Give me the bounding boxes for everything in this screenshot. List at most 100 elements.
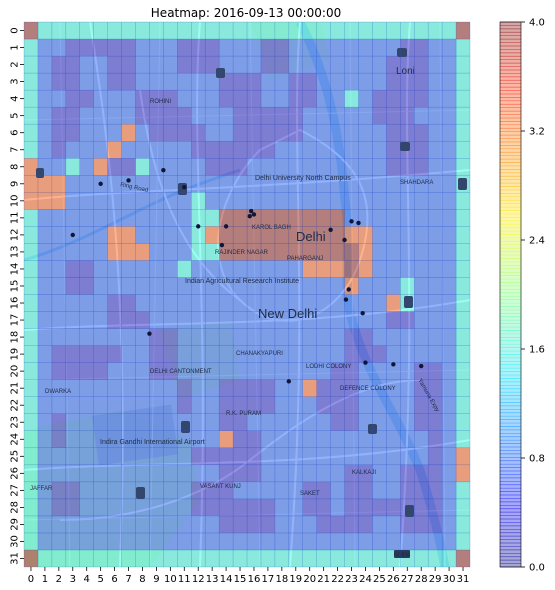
heatmap-cell <box>456 379 470 397</box>
heatmap-cell <box>330 192 345 210</box>
heatmap-cell <box>330 124 345 142</box>
heatmap-cell <box>456 277 470 295</box>
heatmap-cell <box>288 311 303 329</box>
heatmap-cell <box>288 277 303 295</box>
heatmap-cell <box>79 345 94 363</box>
heatmap-cell <box>51 464 67 483</box>
heatmap-cell <box>260 481 276 500</box>
heatmap-cell <box>24 379 39 397</box>
heatmap-cell <box>386 447 401 466</box>
heatmap-cell <box>219 209 234 227</box>
heatmap-cell <box>121 107 136 125</box>
heatmap-cell <box>149 532 164 551</box>
heatmap-cell <box>358 311 373 329</box>
heatmap-cell <box>233 141 248 159</box>
heatmap-cell <box>330 328 345 346</box>
heatmap-cell <box>163 243 178 261</box>
heatmap-cell <box>442 90 457 108</box>
heatmap-cell <box>358 345 373 363</box>
heatmap-cell <box>428 379 443 397</box>
heatmap-cell <box>260 192 276 210</box>
heatmap-cell <box>191 209 206 227</box>
heatmap-cell <box>316 345 331 363</box>
heatmap-cell <box>260 158 276 176</box>
heatmap-cell <box>93 481 108 500</box>
heatmap-cell <box>93 39 108 57</box>
heatmap-cell <box>260 498 276 517</box>
heatmap-cell <box>428 345 443 363</box>
y-tick-label: 27 <box>10 484 21 497</box>
heatmap-cell <box>288 481 303 500</box>
heatmap-cell <box>79 260 94 278</box>
heatmap-cell <box>344 39 359 57</box>
map-label-dwarka: DWARKA <box>45 389 71 395</box>
heatmap-cell <box>456 226 470 244</box>
heatmap-cell <box>163 549 178 567</box>
heatmap-cell <box>163 379 178 397</box>
location-marker <box>126 178 131 183</box>
x-tick-label: 20 <box>303 574 316 585</box>
heatmap-cell <box>358 39 373 57</box>
heatmap-cell <box>51 124 67 142</box>
heatmap-cell <box>316 481 331 500</box>
heatmap-cell <box>37 260 53 278</box>
map-label-ring-road: Ring Road <box>120 182 149 194</box>
heatmap-cell <box>37 22 53 40</box>
heatmap-cell <box>65 515 80 534</box>
heatmap-cell <box>247 243 262 261</box>
location-marker <box>248 208 254 214</box>
heatmap-cell <box>219 22 234 40</box>
heatmap-cell <box>414 277 429 295</box>
heatmap-cell <box>121 141 136 159</box>
heatmap-cell <box>344 379 359 397</box>
heatmap-cell <box>79 447 94 466</box>
heatmap-cell <box>93 464 108 483</box>
heatmap-cell <box>442 73 457 91</box>
heatmap-cell <box>79 294 94 312</box>
heatmap-cell <box>400 396 415 414</box>
heatmap-cell <box>121 532 136 551</box>
heatmap-cell <box>24 39 39 57</box>
heatmap-cell <box>400 22 415 40</box>
heatmap-cell <box>149 379 164 397</box>
heatmap-cell <box>24 481 39 500</box>
heatmap-cell <box>247 158 262 176</box>
heatmap-cell <box>428 209 443 227</box>
heatmap-cell <box>344 430 359 448</box>
y-tick-label: 29 <box>10 518 21 531</box>
heatmap-cell <box>177 430 192 448</box>
heatmap-cell <box>107 141 122 159</box>
heatmap-cell <box>302 90 317 108</box>
heatmap-cell <box>191 498 206 517</box>
heatmap-cell <box>456 158 470 176</box>
heatmap-cell <box>260 124 276 142</box>
heatmap-cell <box>260 294 276 312</box>
heatmap-cell <box>177 447 192 466</box>
heatmap-cell <box>316 226 331 244</box>
heatmap-cell <box>191 328 206 346</box>
heatmap-cell <box>260 56 276 74</box>
y-tick-label: 30 <box>10 535 21 548</box>
heatmap-cell <box>358 22 373 40</box>
heatmap-cell <box>233 311 248 329</box>
heatmap-cell <box>177 73 192 91</box>
heatmap-cell <box>442 260 457 278</box>
heatmap-cell <box>233 413 248 431</box>
y-tick-label: 20 <box>10 365 21 378</box>
heatmap-cell <box>149 481 164 500</box>
heatmap-cell <box>177 294 192 312</box>
heatmap-cell <box>372 549 387 567</box>
map-label-loni: Loni <box>396 66 415 77</box>
heatmap-cell <box>205 498 220 517</box>
heatmap-cell <box>149 549 164 567</box>
heatmap-cell <box>93 447 108 466</box>
heatmap-cell <box>107 311 122 329</box>
heatmap-cell <box>372 447 387 466</box>
heatmap-cell <box>288 430 303 448</box>
heatmap-cell <box>177 311 192 329</box>
heatmap-cell <box>233 73 248 91</box>
heatmap-cell <box>316 430 331 448</box>
heatmap-cell <box>414 141 429 159</box>
heatmap-cell <box>344 515 359 534</box>
map-label-defence-colony: DEFENCE COLONY <box>340 386 396 392</box>
